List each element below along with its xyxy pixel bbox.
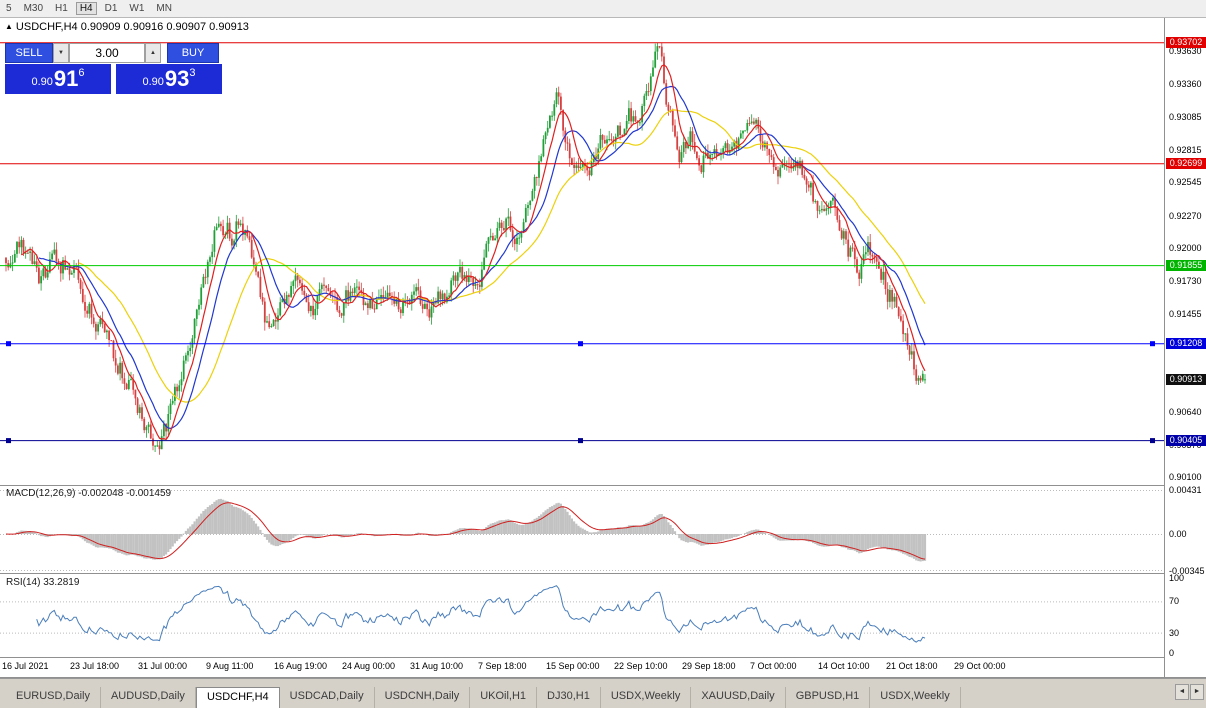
chart-tab-xauusd-daily[interactable]: XAUUSD,Daily xyxy=(691,687,786,708)
timeframe-button-d1[interactable]: D1 xyxy=(104,3,118,14)
chart-tab-usdchf-h4[interactable]: USDCHF,H4 xyxy=(195,687,280,708)
buy-quote-button[interactable]: 0.90 93 3 xyxy=(116,64,222,94)
chart-title: ▲ USDCHF,H4 0.90909 0.90916 0.90907 0.909… xyxy=(5,21,249,33)
one-click-trading-panel: SELL ▼ ▲ BUY 0.90 91 6 0.90 93 3 xyxy=(5,43,223,94)
chart-tab-ukoil-h1[interactable]: UKOil,H1 xyxy=(470,687,538,708)
chart-title-text: USDCHF,H4 0.90909 0.90916 0.90907 0.9091… xyxy=(15,21,249,33)
chart-tabs-bar: EURUSD,Daily AUDUSD,Daily USDCHF,H4 USDCAD,… xyxy=(0,678,1206,708)
timeframe-button-h1[interactable]: H1 xyxy=(55,3,68,14)
timeframe-button-mn[interactable]: MN xyxy=(156,3,172,14)
ask-price-prefix: 0.90 xyxy=(142,76,164,88)
tabs-scroll-left-button[interactable]: ◄ xyxy=(1175,684,1189,700)
tabs-scroll-right-button[interactable]: ► xyxy=(1190,684,1204,700)
bid-price-big: 91 xyxy=(53,66,79,91)
trade-panel-controls: SELL ▼ ▲ BUY xyxy=(5,43,223,63)
volume-decrease-button[interactable]: ▼ xyxy=(53,43,69,63)
timeframe-button-5[interactable]: 5 xyxy=(6,3,12,14)
chart-tab-audusd-daily[interactable]: AUDUSD,Daily xyxy=(101,687,196,708)
chart-tab-usdx-weekly[interactable]: USDX,Weekly xyxy=(601,687,692,708)
chart-tab-usdcad-daily[interactable]: USDCAD,Daily xyxy=(280,687,375,708)
ask-price-big: 93 xyxy=(164,66,190,91)
timeframe-button-w1[interactable]: W1 xyxy=(129,3,145,14)
bid-price-pip: 6 xyxy=(78,67,85,79)
timeframe-button-m30[interactable]: M30 xyxy=(23,3,44,14)
macd-indicator-label: MACD(12,26,9) -0.002048 -0.001459 xyxy=(6,488,172,499)
chart-tab-dj30-h1[interactable]: DJ30,H1 xyxy=(537,687,601,708)
buy-button[interactable]: BUY xyxy=(167,43,219,63)
ask-price-pip: 3 xyxy=(189,67,196,79)
sell-button[interactable]: SELL xyxy=(5,43,53,63)
timeframe-toolbar: 5 M30 H1 H4 D1 W1 MN xyxy=(0,0,1206,18)
volume-increase-button[interactable]: ▲ xyxy=(145,43,161,63)
timeframe-button-h4[interactable]: H4 xyxy=(75,2,97,15)
chart-tab-gbpusd-h1[interactable]: GBPUSD,H1 xyxy=(786,687,871,708)
rsi-indicator-label: RSI(14) 33.2819 xyxy=(6,577,80,588)
chart-tab-eurusd-daily[interactable]: EURUSD,Daily xyxy=(6,687,101,708)
tab-scroll-controls: ◄ ► xyxy=(1175,684,1204,700)
volume-input[interactable] xyxy=(69,43,145,63)
bid-price-prefix: 0.90 xyxy=(31,76,53,88)
chart-tab-usdx-weekly[interactable]: USDX,Weekly xyxy=(870,687,961,708)
sell-quote-button[interactable]: 0.90 91 6 xyxy=(5,64,111,94)
chart-tab-usdcnh-daily[interactable]: USDCNH,Daily xyxy=(375,687,471,708)
trade-panel-quotes: 0.90 91 6 0.90 93 3 xyxy=(5,64,223,94)
collapse-trade-panel-icon[interactable]: ▲ xyxy=(5,22,13,31)
